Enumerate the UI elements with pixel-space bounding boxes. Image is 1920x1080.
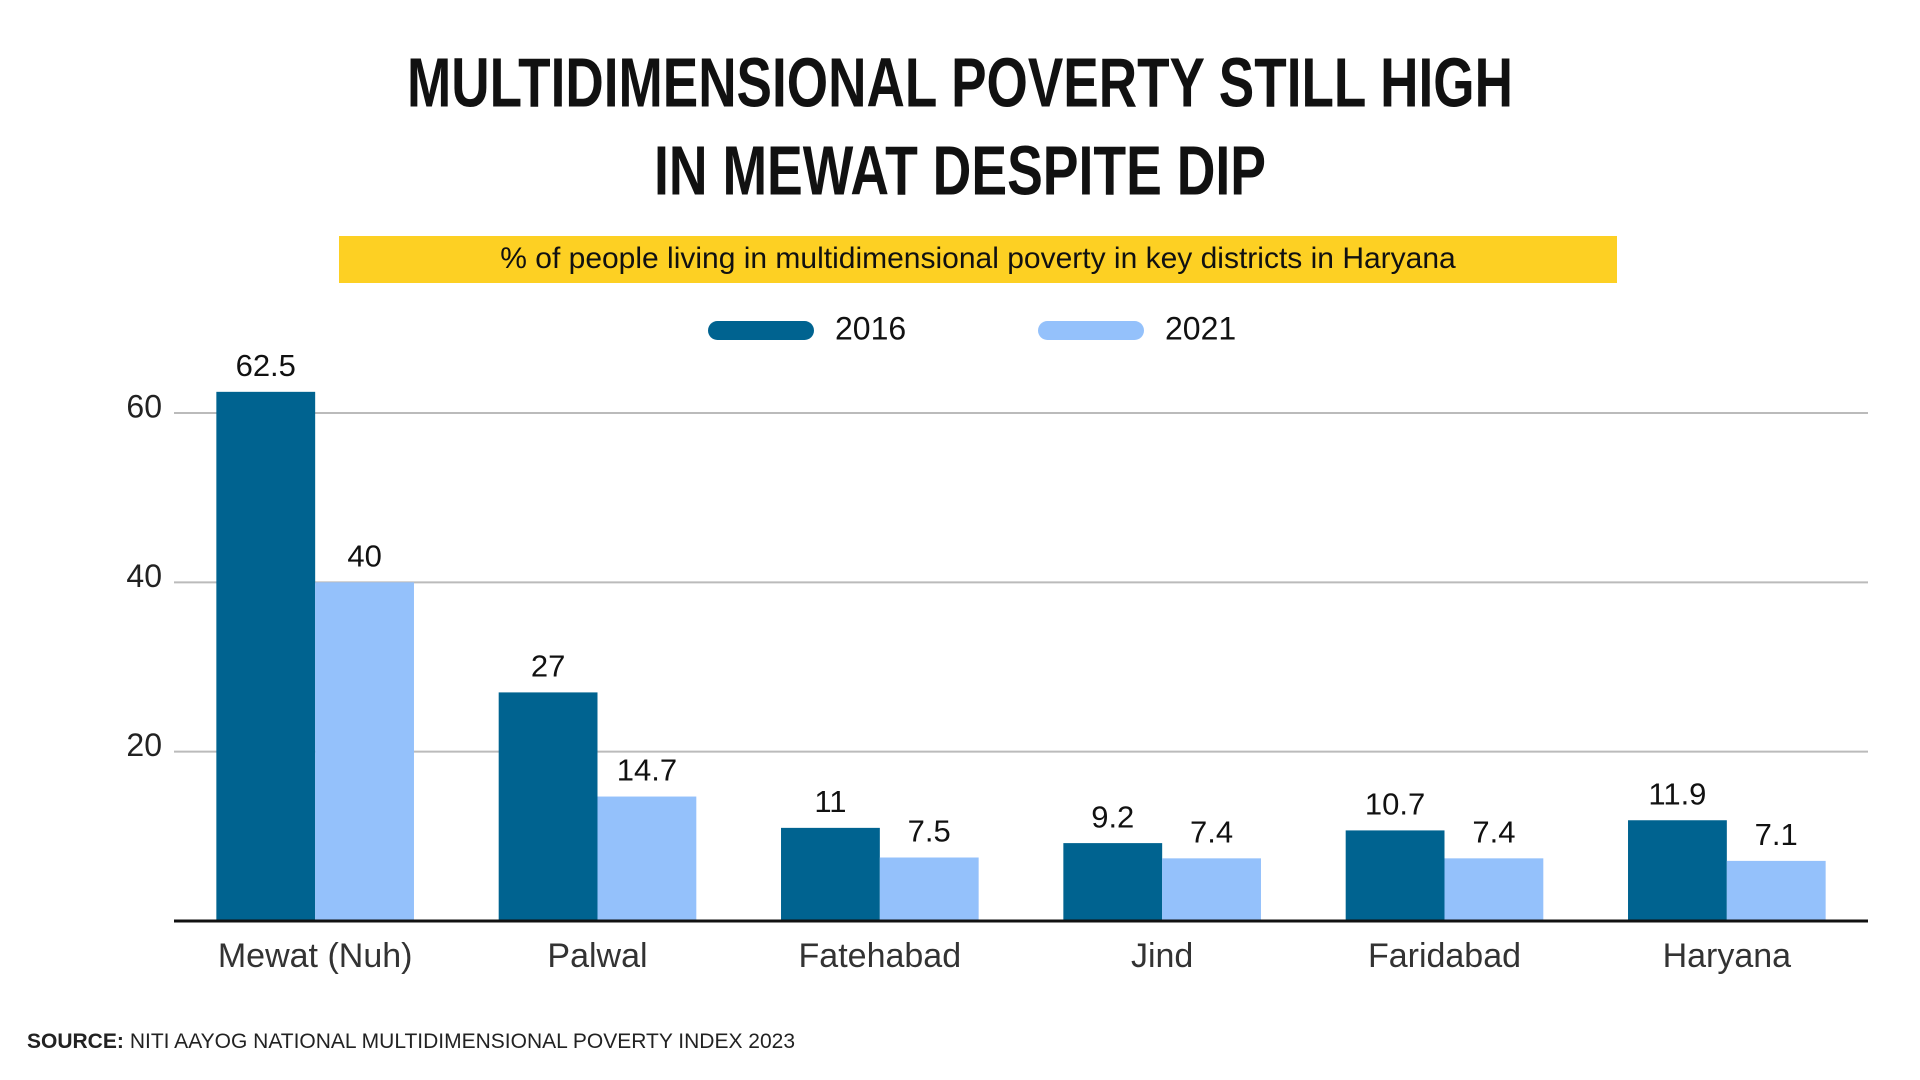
y-tick-label: 40	[126, 558, 162, 594]
bar	[1628, 820, 1727, 921]
value-label: 9.2	[1091, 799, 1134, 834]
bar	[315, 582, 414, 921]
x-tick-label: Haryana	[1663, 937, 1792, 975]
source: SOURCE: NITI AAYOG NATIONAL MULTIDIMENSIO…	[27, 1030, 795, 1053]
value-label: 11	[814, 784, 846, 819]
x-tick-label: Mewat (Nuh)	[218, 937, 413, 975]
chart-title: IN MEWAT DESPITE DIP	[654, 131, 1266, 209]
chart-title: MULTIDIMENSIONAL POVERTY STILL HIGH	[407, 43, 1513, 121]
bar	[597, 796, 697, 921]
value-label: 27	[531, 649, 565, 684]
subtitle-box	[339, 236, 1617, 283]
y-tick-label: 60	[126, 388, 162, 424]
x-tick-label: Palwal	[547, 937, 647, 975]
value-label: 7.5	[908, 814, 951, 849]
bar	[1726, 860, 1826, 921]
x-tick-label: Jind	[1131, 937, 1193, 975]
y-tick-label: 20	[126, 727, 162, 763]
bar	[498, 692, 598, 921]
x-tick-label: Fatehabad	[799, 937, 962, 975]
value-label: 40	[347, 539, 381, 574]
chart-subtitle: % of people living in multidimensional p…	[500, 242, 1456, 275]
bar	[781, 827, 880, 921]
source-label: SOURCE:	[27, 1030, 124, 1053]
value-label: 7.4	[1472, 815, 1515, 850]
legend-swatch	[708, 321, 814, 340]
value-label: 7.4	[1190, 815, 1233, 850]
bar	[1444, 858, 1544, 921]
bar	[216, 391, 316, 921]
value-label: 11.9	[1648, 776, 1706, 811]
bar	[1063, 843, 1163, 921]
x-tick-label: Faridabad	[1368, 937, 1521, 975]
legend-swatch	[1038, 321, 1144, 340]
value-label: 10.7	[1365, 787, 1425, 822]
source-text: NITI AAYOG NATIONAL MULTIDIMENSIONAL POV…	[130, 1030, 795, 1053]
bar	[1345, 830, 1445, 921]
legend-label: 2016	[835, 310, 906, 346]
legend-label: 2021	[1165, 310, 1236, 346]
value-label: 14.7	[617, 753, 677, 788]
value-label: 7.1	[1755, 817, 1798, 852]
bar	[879, 857, 979, 921]
bar	[1162, 858, 1261, 921]
value-label: 62.5	[236, 348, 296, 383]
